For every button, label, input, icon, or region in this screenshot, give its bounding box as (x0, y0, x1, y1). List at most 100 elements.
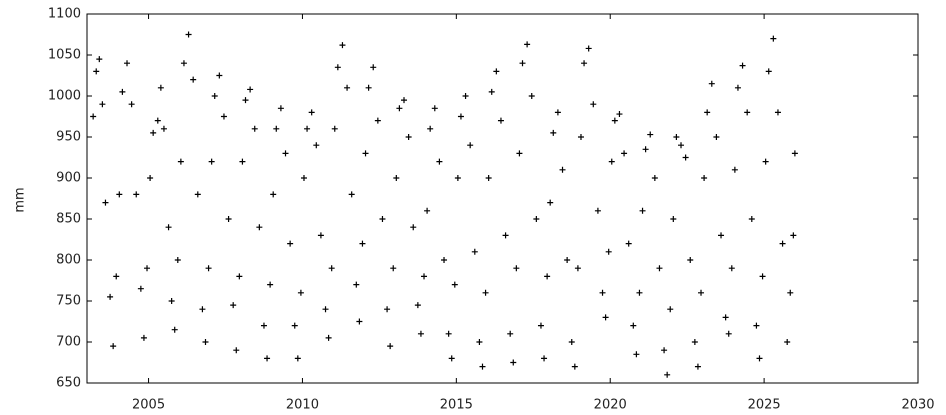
y-tick-label: 900 (56, 171, 81, 186)
data-point (516, 150, 523, 157)
data-point (748, 216, 755, 222)
data-point (239, 158, 246, 165)
data-point (147, 175, 154, 181)
data-point (462, 93, 469, 99)
data-point (533, 216, 540, 222)
data-point (202, 339, 209, 345)
data-point (110, 343, 117, 350)
data-point (642, 146, 649, 153)
data-point (273, 125, 280, 132)
data-point (287, 240, 294, 247)
data-point (479, 363, 486, 370)
data-point (664, 371, 671, 378)
data-point (722, 314, 729, 321)
data-point (348, 191, 355, 198)
data-point (154, 117, 161, 124)
data-point (90, 113, 97, 120)
plot-frame (86, 13, 919, 384)
data-point (300, 175, 307, 181)
data-point (774, 109, 781, 116)
data-point (160, 125, 167, 132)
x-tick-label: 2020 (594, 398, 627, 413)
data-point (633, 351, 640, 358)
data-point (339, 42, 346, 49)
data-point (133, 191, 140, 198)
data-point (180, 60, 187, 67)
data-point (353, 281, 360, 288)
data-point (524, 41, 531, 48)
y-tick-label: 750 (56, 294, 81, 309)
data-point (291, 322, 298, 329)
data-point (405, 134, 412, 140)
data-point (308, 109, 315, 116)
data-point (585, 45, 592, 52)
data-point (387, 343, 394, 350)
data-point (691, 339, 698, 345)
data-point (427, 125, 434, 132)
data-point (770, 35, 777, 42)
data-point (670, 216, 677, 222)
data-point (718, 232, 725, 239)
data-point (467, 142, 474, 149)
data-point (216, 72, 223, 79)
data-point (199, 306, 206, 313)
data-point (713, 134, 720, 140)
data-point (476, 339, 483, 345)
data-point (779, 240, 786, 247)
data-point (537, 322, 544, 329)
data-point (270, 191, 277, 198)
data-point (564, 257, 571, 263)
data-point (528, 93, 535, 99)
x-tick-label: 2030 (901, 398, 934, 413)
data-point (457, 113, 464, 120)
data-point (485, 175, 492, 181)
data-point (744, 109, 751, 116)
data-point (791, 150, 798, 157)
data-point (790, 232, 797, 239)
data-point (762, 158, 769, 165)
data-point (594, 207, 601, 214)
data-point (99, 101, 106, 108)
data-point (445, 330, 452, 337)
data-point (701, 175, 708, 181)
data-point (362, 150, 369, 157)
data-point (194, 191, 201, 198)
data-point (554, 109, 561, 116)
data-point (157, 84, 164, 91)
data-point (541, 355, 548, 362)
data-point (493, 68, 500, 75)
data-point (734, 84, 741, 91)
data-point (185, 31, 192, 38)
y-tick-label: 1100 (48, 7, 81, 22)
data-point (401, 97, 408, 104)
data-point (260, 322, 267, 329)
data-point (661, 347, 668, 354)
data-point (784, 339, 791, 345)
data-point (277, 105, 284, 112)
data-point (264, 355, 271, 362)
data-point (113, 273, 120, 280)
data-point (384, 306, 391, 313)
x-tick-label: 2015 (440, 398, 473, 413)
data-point (630, 322, 637, 329)
data-point (599, 289, 606, 296)
data-point (441, 257, 448, 263)
y-tick-label: 650 (56, 376, 81, 391)
data-point (725, 330, 732, 337)
data-point (497, 117, 504, 124)
y-tick-label: 700 (56, 335, 81, 350)
data-point (168, 298, 175, 304)
data-point (379, 216, 386, 222)
data-point (454, 175, 461, 181)
data-point (220, 113, 227, 120)
data-point (93, 68, 100, 75)
data-point (230, 302, 237, 309)
data-point (482, 289, 489, 296)
data-point (313, 142, 320, 149)
data-point (571, 363, 578, 370)
data-point (678, 142, 685, 149)
data-point (294, 355, 301, 362)
data-point (205, 265, 212, 272)
data-point (297, 289, 304, 296)
data-point (639, 207, 646, 214)
